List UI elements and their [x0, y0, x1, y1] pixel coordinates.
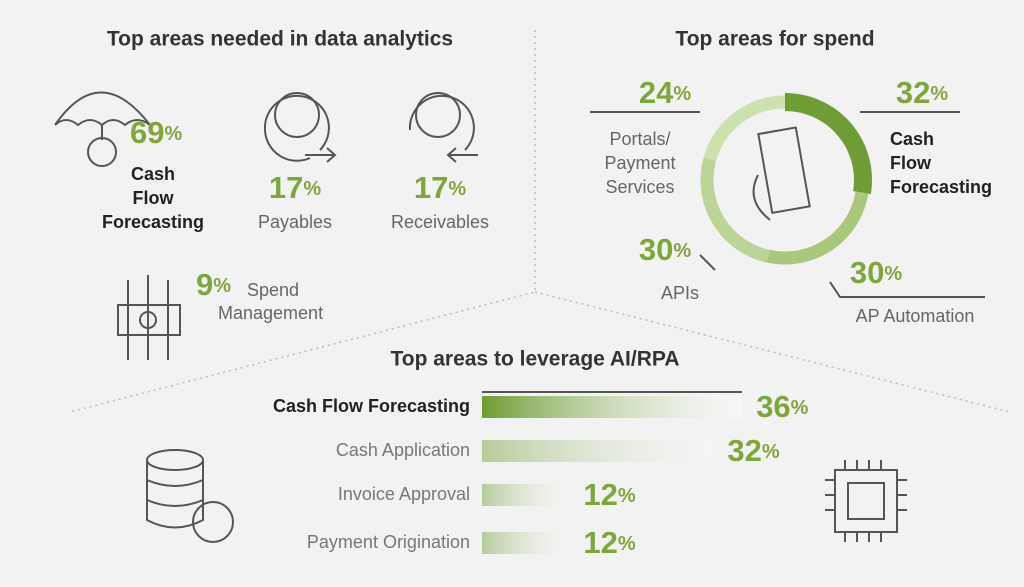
- unit: %: [213, 275, 231, 297]
- value-label: 30%: [850, 255, 902, 290]
- value-label: 36%: [756, 389, 808, 424]
- item-label: Payables: [258, 212, 332, 232]
- item-label: Receivables: [391, 212, 489, 232]
- bar-label: Cash Flow Forecasting: [273, 396, 470, 416]
- item-label: Cash: [890, 129, 934, 149]
- value: 12: [583, 477, 617, 512]
- unit: %: [673, 240, 691, 262]
- unit: %: [673, 83, 691, 105]
- item-label: Cash: [131, 164, 175, 184]
- item-label: Flow: [890, 153, 932, 173]
- value-label: 17%: [269, 170, 321, 205]
- unit: %: [618, 485, 636, 507]
- value-label: 32%: [727, 433, 779, 468]
- value-label: 24%: [639, 75, 691, 110]
- value: 36: [756, 389, 790, 424]
- item-label: Portals/: [609, 129, 670, 149]
- unit: %: [884, 263, 902, 285]
- icons: [54, 91, 985, 543]
- bar: [482, 532, 569, 554]
- value: 17: [269, 170, 303, 205]
- donut-segment: [784, 93, 872, 195]
- item-label: Spend: [247, 280, 299, 300]
- value: 69: [130, 115, 164, 150]
- item-label: Flow: [133, 188, 175, 208]
- value: 9: [196, 267, 213, 302]
- bar: [482, 440, 713, 462]
- item-label: AP Automation: [856, 306, 975, 326]
- value-label: 17%: [414, 170, 466, 205]
- value-label: 69%: [130, 115, 182, 150]
- bar: [482, 484, 569, 506]
- value-label: 32%: [896, 75, 948, 110]
- value: 32: [727, 433, 761, 468]
- value: 30: [639, 232, 673, 267]
- value-label: 9%: [196, 267, 231, 302]
- value: 32: [896, 75, 930, 110]
- value-label: 12%: [583, 525, 635, 560]
- donut-segment: [766, 191, 869, 265]
- section-title: Top areas needed in data analytics: [107, 28, 453, 51]
- item-label: Forecasting: [102, 212, 204, 232]
- donut-segment: [700, 157, 770, 263]
- unit: %: [303, 178, 321, 200]
- unit: %: [791, 397, 809, 419]
- section-title: Top areas to leverage AI/RPA: [390, 348, 679, 371]
- item-label: APIs: [661, 283, 699, 303]
- bar-label: Cash Application: [336, 440, 470, 460]
- item-label: Payment: [604, 153, 675, 173]
- unit: %: [618, 533, 636, 555]
- value-label: 12%: [583, 477, 635, 512]
- bar: [482, 396, 742, 418]
- bar-label: Invoice Approval: [338, 484, 470, 504]
- unit: %: [762, 441, 780, 463]
- value: 17: [414, 170, 448, 205]
- value-label: 30%: [639, 232, 691, 267]
- bar-label: Payment Origination: [307, 532, 470, 552]
- donut-segment: [703, 95, 786, 162]
- unit: %: [448, 178, 466, 200]
- value: 24: [639, 75, 674, 110]
- item-label: Services: [605, 177, 674, 197]
- value: 12: [583, 525, 617, 560]
- dividers: [69, 30, 1011, 413]
- section-title: Top areas for spend: [675, 28, 874, 51]
- unit: %: [930, 83, 948, 105]
- item-label: Forecasting: [890, 177, 992, 197]
- item-label: Management: [218, 303, 323, 323]
- unit: %: [164, 123, 182, 145]
- value: 30: [850, 255, 884, 290]
